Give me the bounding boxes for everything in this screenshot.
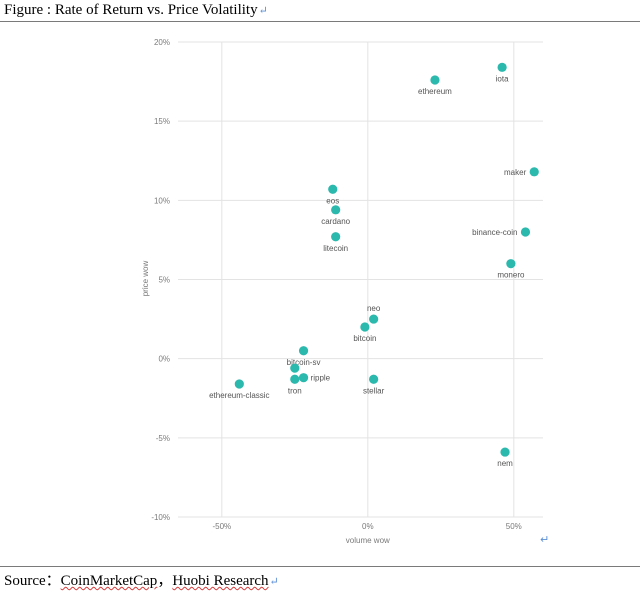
point-label-cardano: cardano xyxy=(321,217,350,226)
point-label-ripple: ripple xyxy=(311,374,331,383)
title-divider xyxy=(0,21,640,22)
point-iota xyxy=(497,62,507,72)
y-axis-title: price wow xyxy=(141,261,150,297)
point-label-iota: iota xyxy=(496,74,509,83)
point-stellar xyxy=(369,374,379,384)
source-line: Source：CoinMarketCap，Huobi Research↵ xyxy=(4,569,279,590)
point-label-maker: maker xyxy=(504,168,527,177)
paragraph-mark-icon: ↵ xyxy=(540,534,549,546)
y-tick-label: 5% xyxy=(158,276,170,285)
point-bitcoin xyxy=(360,322,370,332)
y-tick-label: 20% xyxy=(154,38,170,47)
source-separator: ， xyxy=(157,573,173,589)
x-axis-title: volume wow xyxy=(346,536,390,545)
x-tick-label: -50% xyxy=(212,522,231,531)
point-binance-coin xyxy=(520,227,531,237)
point-monero xyxy=(506,259,516,269)
paragraph-mark-icon: ↵ xyxy=(269,576,279,588)
source-prefix: Source： xyxy=(4,573,61,589)
point-label-stellar: stellar xyxy=(363,386,385,395)
point-label-eos: eos xyxy=(326,196,339,205)
point-label-tron: tron xyxy=(288,386,302,395)
point-label-monero: monero xyxy=(497,271,525,280)
point-label-ethereum-classic: ethereum-classic xyxy=(209,391,269,400)
point-ethereum xyxy=(430,75,440,85)
y-tick-label: 0% xyxy=(158,355,170,364)
point-ethereum-classic xyxy=(234,379,244,389)
point-nem xyxy=(500,447,510,457)
point-label-litecoin: litecoin xyxy=(323,244,348,253)
point-maker xyxy=(529,167,539,177)
point-label-bitcoin: bitcoin xyxy=(353,334,376,343)
point-neo xyxy=(369,314,379,324)
y-tick-label: -10% xyxy=(151,513,170,522)
y-tick-label: 10% xyxy=(154,196,170,205)
point-label-binance-coin: binance-coin xyxy=(472,228,517,237)
paragraph-mark-icon: ↵ xyxy=(258,5,268,17)
source-name-2: Huobi Research xyxy=(172,573,269,589)
source-name-1: CoinMarketCap xyxy=(60,573,158,589)
point-label-nem: nem xyxy=(497,459,513,468)
point-tron xyxy=(290,374,300,384)
point-label-neo: neo xyxy=(367,304,381,313)
x-tick-label: 0% xyxy=(362,522,374,531)
point-dash xyxy=(290,363,300,373)
point-label-ethereum: ethereum xyxy=(418,87,452,96)
source-divider xyxy=(0,566,640,567)
point-label-bitcoin-sv: bitcoin-sv xyxy=(287,358,321,367)
point-cardano xyxy=(331,205,341,215)
point-bitcoin-sv xyxy=(298,346,309,356)
y-tick-label: 15% xyxy=(154,117,170,126)
point-eos xyxy=(328,184,338,194)
x-tick-label: 50% xyxy=(506,522,522,531)
point-litecoin xyxy=(331,232,341,242)
y-tick-label: -5% xyxy=(156,434,170,443)
figure-title: Figure : Rate of Return vs. Price Volati… xyxy=(4,2,268,18)
point-ripple xyxy=(298,373,309,383)
